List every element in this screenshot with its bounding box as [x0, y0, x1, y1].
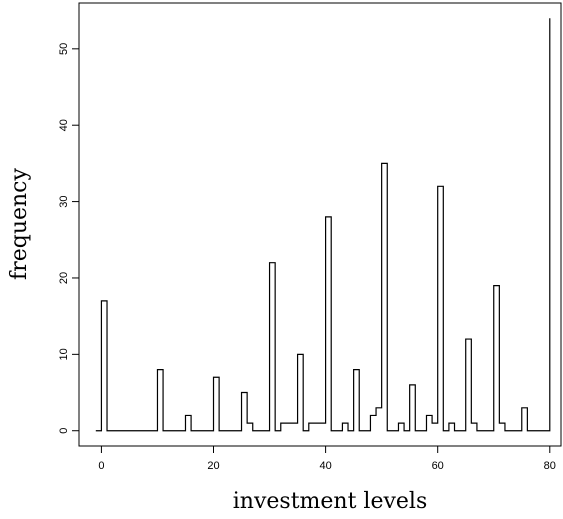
- x-tick-label: 80: [544, 460, 556, 472]
- x-tick-label: 40: [319, 460, 331, 472]
- x-tick-label: 0: [98, 460, 104, 472]
- plot-frame: [78, 2, 562, 447]
- x-tick-label: 20: [207, 460, 219, 472]
- y-axis: 0 10 20 30 40 50: [58, 43, 79, 434]
- y-tick-label: 40: [58, 119, 70, 131]
- y-tick-label: 0: [58, 428, 70, 434]
- y-tick-label: 20: [58, 272, 70, 284]
- x-tick-label: 60: [432, 460, 444, 472]
- x-axis: 0 20 40 60 80: [98, 446, 556, 472]
- y-tick-label: 30: [58, 195, 70, 207]
- y-tick-label: 10: [58, 348, 70, 360]
- y-axis-title: frequency: [7, 167, 32, 279]
- y-tick-label: 50: [58, 43, 70, 55]
- series-step-line: [95, 18, 551, 432]
- x-axis-title: investment levels: [233, 489, 428, 514]
